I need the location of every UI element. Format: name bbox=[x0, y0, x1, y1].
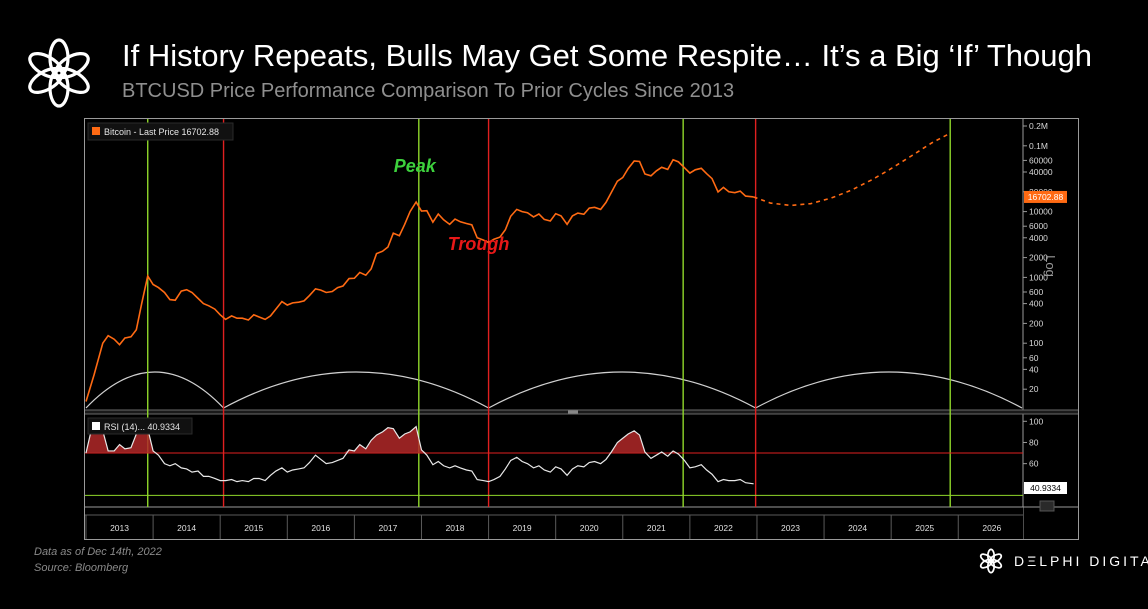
x-tick-label: 2020 bbox=[580, 523, 599, 533]
rsi-legend-swatch bbox=[92, 422, 100, 430]
price-y-tick-label: 40000 bbox=[1029, 167, 1053, 177]
x-tick-label: 2026 bbox=[982, 523, 1001, 533]
chart-title: If History Repeats, Bulls May Get Some R… bbox=[122, 38, 1093, 73]
x-tick-label: 2021 bbox=[647, 523, 666, 533]
rsi-legend-text: RSI (14)... 40.9334 bbox=[104, 422, 180, 432]
price-y-tick-label: 100 bbox=[1029, 338, 1043, 348]
price-y-tick-label: 400 bbox=[1029, 299, 1043, 309]
rsi-y-ticks: 100 80 60 bbox=[1023, 416, 1043, 469]
price-y-tick-label: 200 bbox=[1029, 318, 1043, 328]
logo-petal bbox=[28, 51, 64, 80]
rsi-value-tag: 40.9334 bbox=[1024, 482, 1067, 494]
rsi-legend-box bbox=[87, 417, 193, 435]
last-price-tag: 16702.88 bbox=[1024, 190, 1067, 203]
price-y-tick-label: 60000 bbox=[1029, 155, 1053, 165]
chart-subtitle: BTCUSD Price Performance Comparison To P… bbox=[122, 80, 735, 102]
logo-petal bbox=[979, 553, 994, 564]
source-note: Source: Bloomberg bbox=[34, 562, 129, 574]
x-tick-label: 2013 bbox=[110, 523, 129, 533]
data-date-note: Data as of Dec 14th, 2022 bbox=[34, 546, 162, 558]
price-y-tick-label: 600 bbox=[1029, 287, 1043, 297]
cycle-arc bbox=[85, 371, 224, 409]
price-legend-swatch bbox=[92, 127, 100, 135]
x-tick-label: 2025 bbox=[915, 523, 934, 533]
cycle-arc bbox=[755, 371, 1023, 409]
rsi-line bbox=[85, 425, 754, 485]
price-y-tick-label: 0.1M bbox=[1029, 141, 1048, 151]
rsi-series bbox=[85, 425, 1023, 496]
x-tick-label: 2014 bbox=[177, 523, 196, 533]
rsi-y-tick-label: 60 bbox=[1029, 459, 1039, 469]
x-tick-label: 2023 bbox=[781, 523, 800, 533]
last-price-tag-text: 16702.88 bbox=[1028, 192, 1064, 202]
cycle-lines bbox=[147, 119, 951, 507]
price-y-tick-label: 60 bbox=[1029, 353, 1039, 363]
rsi-y-tick-label: 100 bbox=[1029, 416, 1043, 426]
rsi-value-tag-bg bbox=[1024, 482, 1067, 494]
x-tick-label: 2022 bbox=[714, 523, 733, 533]
price-panel bbox=[85, 119, 1023, 410]
chart-container: 0.2M0.1M60000400002000010000600040002000… bbox=[84, 118, 1079, 540]
x-tick-label: 2019 bbox=[513, 523, 532, 533]
price-y-ticks: 0.2M0.1M60000400002000010000600040002000… bbox=[1023, 121, 1053, 394]
brand-name: DΞLPHI DIGITAL bbox=[1014, 553, 1148, 569]
x-axis-strip bbox=[85, 507, 1023, 539]
projection-line bbox=[753, 133, 949, 207]
price-series bbox=[85, 133, 949, 402]
price-y-tick-label: 2000 bbox=[1029, 253, 1048, 263]
trough-label: Trough bbox=[448, 234, 510, 254]
x-tick-label: 2016 bbox=[311, 523, 330, 533]
axis-scroll-widget[interactable] bbox=[1039, 500, 1055, 512]
price-y-tick-label: 0.2M bbox=[1029, 121, 1048, 131]
cycle-arc bbox=[488, 371, 756, 409]
chart-frame bbox=[84, 118, 1079, 540]
price-y-tick-label: 1000 bbox=[1029, 272, 1048, 282]
x-ticks: 2013 2014 2015 2016 2017 2018 2019 2020 2021 2022… bbox=[85, 515, 1002, 539]
price-legend-box bbox=[87, 122, 234, 141]
btc-chart: 0.2M0.1M60000400002000010000600040002000… bbox=[84, 118, 1079, 540]
price-legend-text: Bitcoin - Last Price 16702.88 bbox=[104, 127, 219, 137]
x-tick-label: 2024 bbox=[848, 523, 867, 533]
panel-splitter[interactable] bbox=[85, 410, 1078, 414]
price-legend: Bitcoin - Last Price 16702.88 bbox=[87, 122, 234, 141]
price-line bbox=[85, 158, 754, 402]
price-y-tick-label: 20 bbox=[1029, 384, 1039, 394]
delphi-small-logo-icon bbox=[979, 548, 1003, 574]
log-axis-label: Log bbox=[1043, 255, 1058, 277]
x-tick-label: 2018 bbox=[446, 523, 465, 533]
rsi-value-tag-text: 40.9334 bbox=[1030, 483, 1061, 493]
rsi-panel bbox=[85, 414, 1023, 507]
right-axis-strip bbox=[1023, 119, 1078, 539]
price-y-tick-label: 4000 bbox=[1029, 233, 1048, 243]
last-price-tag-bg bbox=[1024, 190, 1067, 203]
x-tick-label: 2017 bbox=[378, 523, 397, 533]
delphi-logo-icon bbox=[28, 38, 90, 108]
rsi-overbought-fill bbox=[86, 426, 679, 454]
cycle-arc bbox=[223, 371, 489, 409]
peak-label: Peak bbox=[394, 156, 437, 176]
x-tick-label: 2015 bbox=[244, 523, 263, 533]
brand-mark: DΞLPHI DIGITAL bbox=[978, 548, 1148, 574]
rsi-y-tick-label: 80 bbox=[1029, 437, 1039, 447]
annotations: Peak Trough bbox=[394, 156, 510, 254]
cycle-arcs bbox=[85, 371, 1023, 409]
rsi-legend: RSI (14)... 40.9334 bbox=[87, 417, 193, 435]
splitter-grip[interactable] bbox=[568, 410, 578, 414]
price-y-tick-label: 6000 bbox=[1029, 221, 1048, 231]
price-y-tick-label: 40 bbox=[1029, 364, 1039, 374]
price-y-tick-label: 10000 bbox=[1029, 207, 1053, 217]
